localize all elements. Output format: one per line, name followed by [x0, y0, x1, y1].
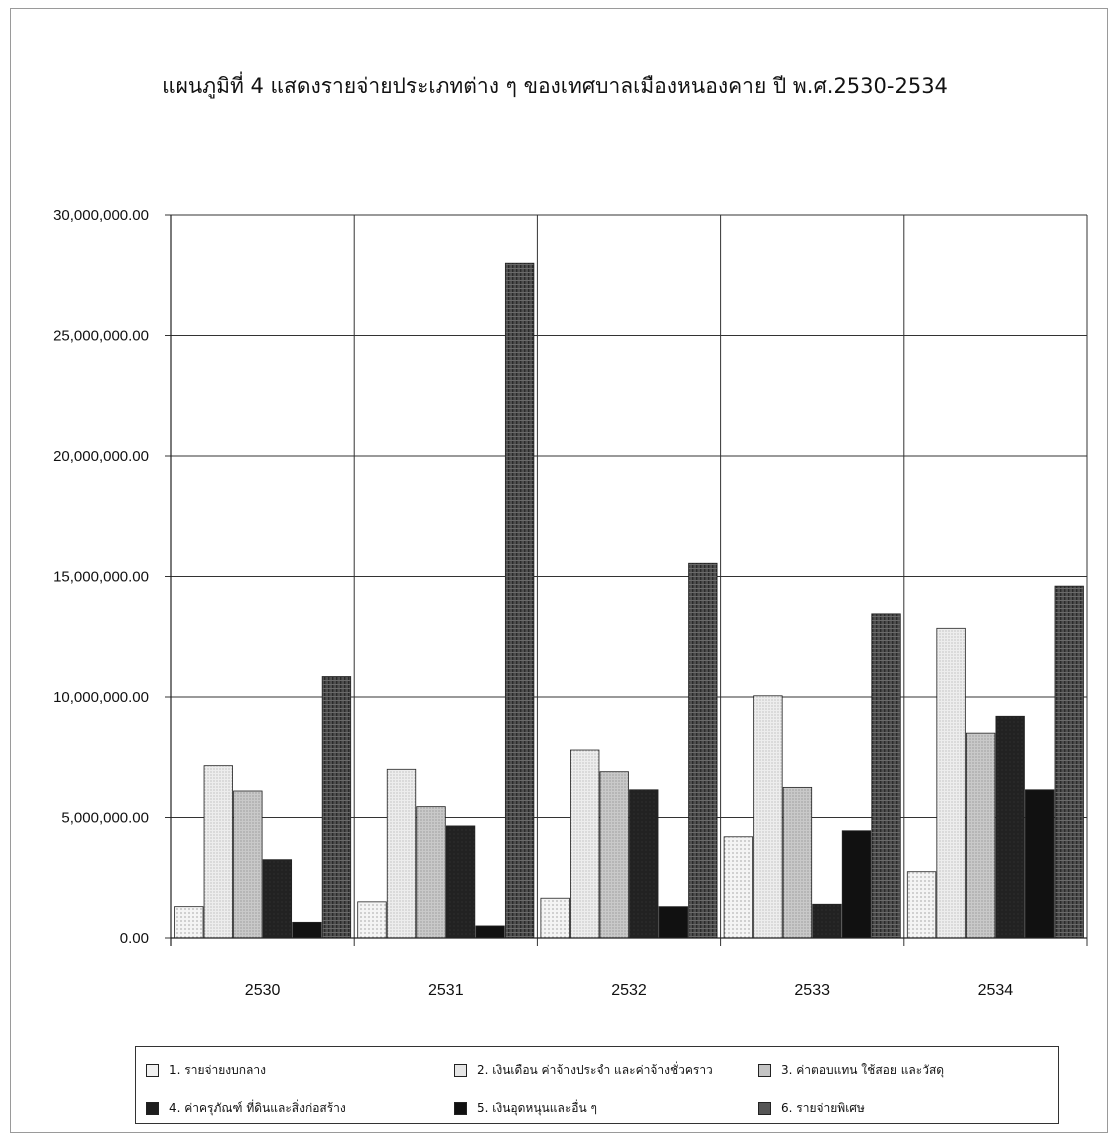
bar-s4-2533 — [812, 903, 842, 939]
y-tick-label: 30,000,000.00 — [53, 207, 149, 224]
bar-s2-2532 — [570, 749, 600, 939]
legend-swatch — [758, 1102, 771, 1115]
x-category-label: 2531 — [428, 982, 464, 999]
bar-s5-2531 — [475, 925, 505, 939]
legend-item: 5. เงินอุดหนุนและอื่น ๆ — [454, 1099, 597, 1118]
legend-label: 4. ค่าครุภัณฑ์ ที่ดินและสิ่งก่อสร้าง — [169, 1101, 346, 1115]
legend-item: 3. ค่าตอบแทน ใช้สอย และวัสดุ — [758, 1061, 944, 1080]
bar-s5-2530 — [292, 921, 322, 939]
bar-s5-2533 — [841, 830, 872, 939]
legend-label: 5. เงินอุดหนุนและอื่น ๆ — [477, 1101, 597, 1115]
bar-s3-2533 — [782, 786, 813, 939]
legend-item: 2. เงินเดือน ค่าจ้างประจำ และค่าจ้างชั่ว… — [454, 1061, 713, 1080]
bar-s2-2530 — [203, 765, 233, 939]
legend-swatch — [758, 1064, 771, 1077]
bar-s1-2534 — [906, 871, 937, 939]
bar-s3-2534 — [965, 732, 996, 939]
legend-swatch — [146, 1102, 159, 1115]
bar-s2-2534 — [936, 627, 966, 939]
y-tick-label: 5,000,000.00 — [61, 810, 149, 827]
bar-chart: 0.00 5,000,000.00 10,000,000.00 15,000,000.… — [53, 207, 1088, 999]
bar-s5-2532 — [658, 906, 688, 939]
bar-s2-2531 — [386, 768, 417, 939]
legend-swatch — [454, 1102, 467, 1115]
bar-s3-2532 — [599, 771, 629, 939]
y-tick-label: 20,000,000.00 — [53, 448, 149, 465]
chart-frame — [10, 8, 1108, 1133]
x-category-label: 2530 — [245, 982, 281, 999]
bar-s2-2533 — [753, 695, 783, 939]
bar-s1-2533 — [723, 836, 754, 939]
bar-s4-2530 — [262, 859, 293, 939]
bar-s6-2534 — [1054, 585, 1084, 939]
bar-s6-2530 — [321, 676, 352, 939]
y-tick-label: 10,000,000.00 — [53, 689, 149, 706]
y-tick-label: 0.00 — [120, 930, 149, 947]
bar-s1-2531 — [357, 901, 387, 939]
legend-item: 1. รายจ่ายงบกลาง — [146, 1061, 266, 1080]
x-category-label: 2532 — [611, 982, 647, 999]
bar-s6-2532 — [688, 562, 718, 939]
legend-label: 6. รายจ่ายพิเศษ — [781, 1101, 865, 1115]
legend-label: 2. เงินเดือน ค่าจ้างประจำ และค่าจ้างชั่ว… — [477, 1063, 713, 1077]
bar-s1-2532 — [540, 897, 570, 939]
bar-s6-2531 — [504, 262, 535, 939]
legend-label: 3. ค่าตอบแทน ใช้สอย และวัสดุ — [781, 1063, 945, 1077]
y-tick-label: 15,000,000.00 — [53, 569, 149, 586]
legend-item: 6. รายจ่ายพิเศษ — [758, 1099, 865, 1118]
bar-s3-2530 — [233, 790, 263, 939]
bar-s4-2532 — [629, 789, 659, 939]
legend-swatch — [454, 1064, 467, 1077]
bar-s5-2534 — [1025, 789, 1055, 939]
y-tick-label: 25,000,000.00 — [53, 328, 149, 345]
legend-label: 1. รายจ่ายงบกลาง — [169, 1063, 266, 1077]
legend-item: 4. ค่าครุภัณฑ์ ที่ดินและสิ่งก่อสร้าง — [146, 1099, 346, 1118]
bar-s1-2530 — [174, 906, 204, 939]
chart-title: แผนภูมิที่ 4 แสดงรายจ่ายประเภทต่าง ๆ ของ… — [162, 74, 948, 98]
x-category-label: 2533 — [794, 982, 830, 999]
x-category-label: 2534 — [978, 982, 1014, 999]
axes: 0.00 5,000,000.00 10,000,000.00 15,000,000.… — [53, 207, 1088, 999]
bar-s3-2531 — [416, 806, 446, 939]
legend-swatch — [146, 1064, 159, 1077]
bars — [174, 262, 1084, 939]
bar-s4-2534 — [995, 715, 1025, 939]
bar-s6-2533 — [871, 613, 901, 939]
legend: 1. รายจ่ายงบกลาง 2. เงินเดือน ค่าจ้างประจ… — [135, 1046, 1059, 1124]
bar-s4-2531 — [445, 825, 476, 939]
